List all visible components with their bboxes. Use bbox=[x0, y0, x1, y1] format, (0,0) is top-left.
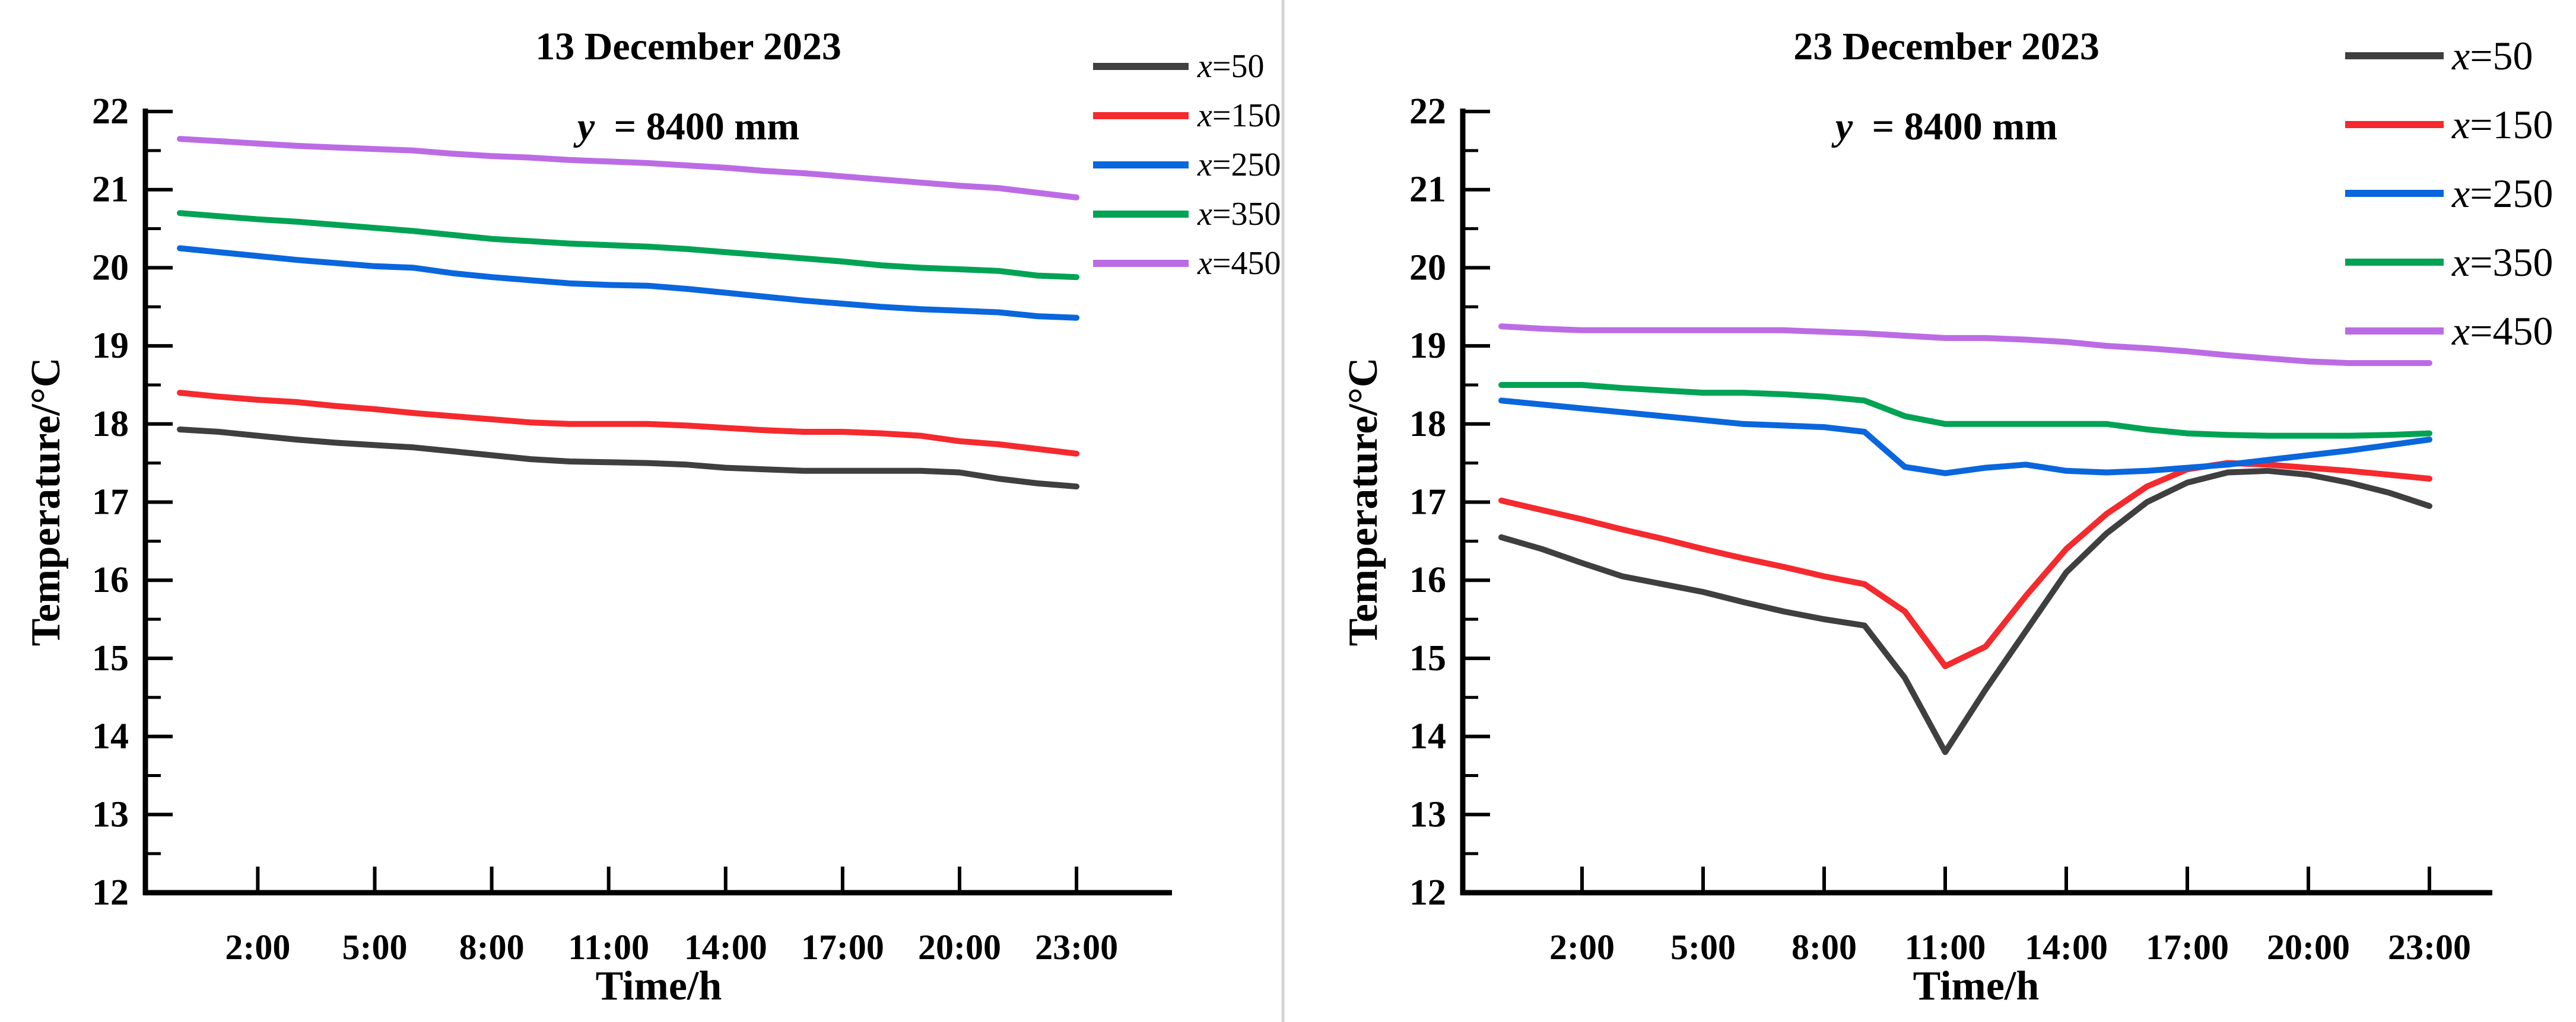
series-line-x250 bbox=[1498, 397, 2432, 476]
legend-label-x250: x=250 bbox=[1197, 147, 1281, 183]
legend-label-x250: x=250 bbox=[2451, 171, 2553, 216]
axes bbox=[1460, 109, 2492, 896]
x-tick-label: 14:00 bbox=[2025, 928, 2108, 967]
y-tick-label: 12 bbox=[92, 873, 129, 913]
y-tick-label: 22 bbox=[1409, 91, 1446, 132]
x-axis-title: Time/h bbox=[596, 963, 722, 1009]
series-line-x150 bbox=[177, 390, 1080, 457]
y-tick-label: 12 bbox=[1409, 873, 1446, 913]
ticks: 12 13 14 15 16 17 18 19 20 21 22 2:00 5:00 8:00 11:00 1… bbox=[1409, 91, 2471, 967]
series-line-x150 bbox=[1498, 460, 2432, 670]
legend-label-x350: x=350 bbox=[1197, 196, 1281, 233]
x-tick-label: 23:00 bbox=[1035, 928, 1118, 967]
series-lines bbox=[177, 136, 1080, 490]
y-tick-label: 21 bbox=[1409, 170, 1446, 210]
x-tick-label: 17:00 bbox=[801, 928, 884, 967]
y-tick-label: 19 bbox=[92, 326, 129, 366]
series-line-x350 bbox=[1498, 382, 2432, 439]
x-tick-label: 20:00 bbox=[918, 928, 1001, 967]
ticks: 12 13 14 15 16 17 18 19 20 21 22 2:00 5:00 8:00 11:00 1… bbox=[92, 91, 1118, 967]
series-line-x450 bbox=[1498, 323, 2432, 367]
panel-right: 23 December 2023 y = 8400 mm Temperature… bbox=[1341, 25, 2553, 1009]
y-tick-label: 14 bbox=[92, 717, 129, 757]
chart-title-position: y = 8400 mm bbox=[573, 105, 799, 148]
x-tick-label: 8:00 bbox=[459, 928, 525, 967]
y-tick-label: 13 bbox=[92, 794, 129, 835]
series-line-x350 bbox=[177, 210, 1080, 281]
x-tick-label: 23:00 bbox=[2388, 928, 2471, 967]
x-tick-label: 11:00 bbox=[568, 928, 649, 967]
legend: x=50 x=150 x=250 x=350 x=450 bbox=[1093, 48, 1281, 282]
y-tick-label: 18 bbox=[1409, 404, 1446, 444]
chart-title-position: y = 8400 mm bbox=[1831, 105, 2057, 148]
y-axis-title: Temperature/°C bbox=[23, 358, 69, 647]
y-tick-label: 20 bbox=[1409, 247, 1446, 288]
y-tick-label: 21 bbox=[92, 170, 129, 210]
title-variable: y bbox=[1831, 105, 1853, 148]
panel-right-dynamic: 12 13 14 15 16 17 18 19 20 21 22 2:00 5:00 8:00 11:00 1… bbox=[1409, 33, 2553, 967]
legend: x=50 x=150 x=250 x=350 x=450 bbox=[2345, 33, 2553, 354]
y-tick-label: 19 bbox=[1409, 326, 1446, 366]
y-tick-label: 15 bbox=[92, 638, 129, 679]
x-tick-label: 8:00 bbox=[1792, 928, 1857, 967]
title-value: = 8400 mm bbox=[1872, 105, 2058, 148]
y-tick-label: 16 bbox=[1409, 560, 1446, 600]
x-tick-label: 2:00 bbox=[225, 928, 290, 967]
x-tick-label: 20:00 bbox=[2267, 928, 2350, 967]
legend-label-x150: x=150 bbox=[2451, 102, 2553, 147]
x-tick-label: 17:00 bbox=[2146, 928, 2229, 967]
chart-title-date: 13 December 2023 bbox=[535, 25, 841, 68]
y-tick-label: 22 bbox=[92, 91, 129, 132]
legend-label-x50: x=50 bbox=[2451, 33, 2533, 78]
title-variable: y bbox=[573, 105, 595, 148]
y-tick-label: 16 bbox=[92, 560, 129, 600]
series-line-x450 bbox=[177, 136, 1080, 200]
x-axis-title: Time/h bbox=[1913, 963, 2040, 1009]
x-tick-label: 5:00 bbox=[342, 928, 408, 967]
x-tick-label: 5:00 bbox=[1670, 928, 1736, 967]
y-tick-label: 18 bbox=[92, 404, 129, 444]
legend-label-x450: x=450 bbox=[1197, 245, 1281, 282]
series-lines bbox=[1498, 323, 2432, 755]
y-tick-label: 20 bbox=[92, 247, 129, 288]
x-tick-label: 11:00 bbox=[1905, 928, 1986, 967]
panel-left: 13 December 2023 y = 8400 mm Temperature… bbox=[23, 25, 1281, 1009]
y-tick-label: 15 bbox=[1409, 638, 1446, 679]
x-tick-label: 2:00 bbox=[1549, 928, 1615, 967]
series-line-x250 bbox=[177, 245, 1080, 321]
x-tick-label: 14:00 bbox=[684, 928, 767, 967]
y-tick-label: 17 bbox=[92, 482, 129, 523]
y-tick-label: 14 bbox=[1409, 717, 1446, 757]
y-tick-label: 13 bbox=[1409, 794, 1446, 835]
series-line-x50 bbox=[1498, 467, 2432, 755]
chart-title-date: 23 December 2023 bbox=[1793, 25, 2099, 68]
series-line-x50 bbox=[177, 426, 1080, 490]
axes bbox=[142, 109, 1172, 896]
legend-label-x50: x=50 bbox=[1197, 48, 1264, 85]
title-value: = 8400 mm bbox=[614, 105, 800, 148]
legend-label-x450: x=450 bbox=[2451, 308, 2553, 354]
legend-label-x350: x=350 bbox=[2451, 240, 2553, 285]
panel-left-dynamic: 12 13 14 15 16 17 18 19 20 21 22 2:00 5:00 8:00 11:00 1… bbox=[92, 48, 1281, 967]
legend-label-x150: x=150 bbox=[1197, 97, 1281, 134]
y-axis-title: Temperature/°C bbox=[1341, 358, 1386, 647]
y-tick-label: 17 bbox=[1409, 482, 1446, 523]
